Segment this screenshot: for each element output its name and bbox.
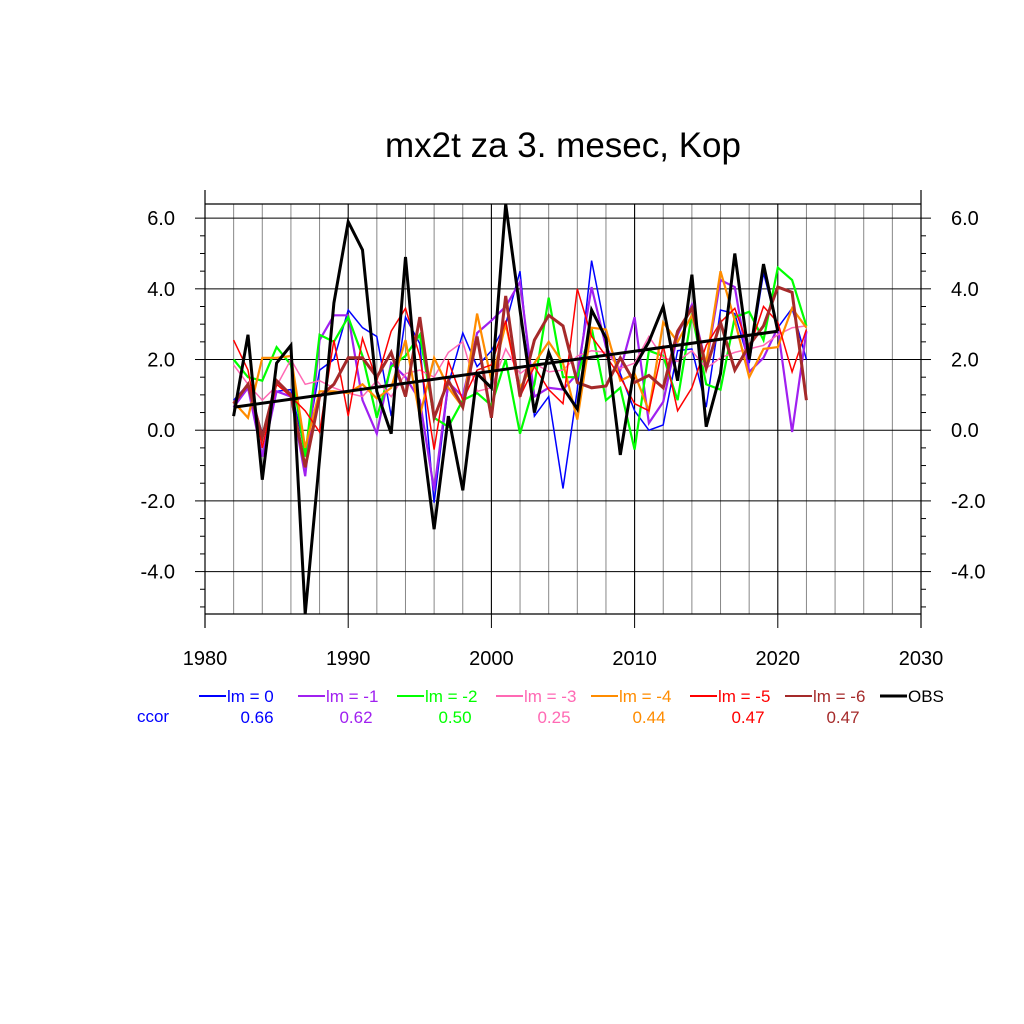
y-tick-label-right: 0.0 [951,420,979,442]
y-tick-label: 4.0 [147,279,175,301]
y-tick-label-right: 4.0 [951,279,979,301]
y-tick-label: -4.0 [141,562,175,584]
ccor-label: ccor [137,707,169,726]
legend-label: lm = -5 [718,687,770,706]
legend-label: lm = -1 [326,687,378,706]
series-lm-6 [232,285,808,468]
legend-label: lm = -2 [425,687,477,706]
x-tick-label: 2020 [756,648,801,670]
y-tick-label-right: -2.0 [951,491,985,513]
legend-entry: lm = -4 0.44 [591,687,671,727]
series-line [232,325,807,402]
x-tick-label: 2010 [612,648,657,670]
x-tick-label: 2000 [469,648,514,670]
legend-entry: lm = 0 0.66 [199,687,274,727]
chart-title: mx2t za 3. mesec, Kop [385,126,741,165]
legend-label: lm = 0 [227,687,274,706]
legend-label: lm = -3 [524,687,576,706]
x-tick-label: 2030 [899,648,944,670]
ccor-value: 0.47 [826,708,859,727]
y-tick-label: 0.0 [147,420,175,442]
legend-entry: lm = -2 0.50 [397,687,477,727]
legend-label: lm = -6 [813,687,865,706]
x-tick-label: 1980 [183,648,228,670]
y-tick-label: 6.0 [147,208,175,230]
x-tick-label: 1990 [326,648,371,670]
ccor-value: 0.25 [537,708,570,727]
axes: 6.0 6.0 4.0 4.0 2.0 2.0 0.0 0.0 -2.0 -2.0 -4.0 -4.0… [141,190,985,670]
ccor-value: 0.62 [339,708,372,727]
ccor-value: 0.50 [438,708,471,727]
legend-entry: lm = -1 0.62 [298,687,378,727]
y-tick-label: -2.0 [141,491,175,513]
legend-label: OBS [908,687,944,706]
legend-entry: lm = -5 0.47 [690,687,770,727]
legend-entry: OBS [880,687,944,706]
y-tick-label: 2.0 [147,350,175,372]
y-tick-label-right: -4.0 [951,562,985,584]
legend-entry: lm = -6 0.47 [785,687,865,727]
ccor-value: 0.47 [731,708,764,727]
legend-entry: lm = -3 0.25 [496,687,576,727]
ccor-value: 0.66 [240,708,273,727]
legend-label: lm = -4 [619,687,671,706]
series-line [232,285,808,468]
y-tick-label-right: 6.0 [951,208,979,230]
y-tick-label-right: 2.0 [951,350,979,372]
trend-line [233,329,779,409]
ccor-value: 0.44 [632,708,665,727]
